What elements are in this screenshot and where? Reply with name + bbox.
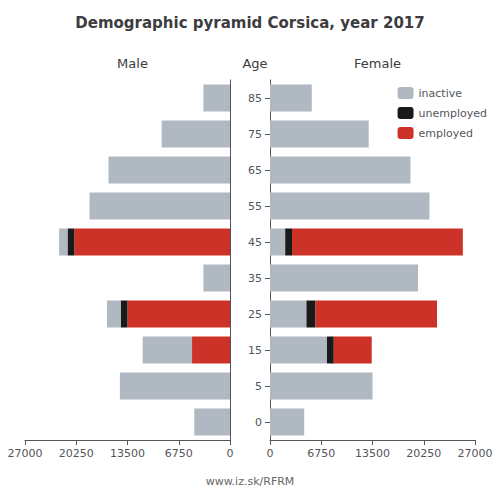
svg-text:6750: 6750	[307, 447, 335, 460]
svg-text:employed: employed	[419, 127, 474, 140]
svg-text:Age: Age	[242, 56, 267, 71]
svg-text:20250: 20250	[59, 447, 94, 460]
svg-text:85: 85	[248, 92, 262, 105]
svg-text:27000: 27000	[8, 447, 43, 460]
svg-text:0: 0	[227, 447, 234, 460]
svg-text:0: 0	[255, 416, 262, 429]
svg-text:Male: Male	[117, 56, 148, 71]
svg-text:27000: 27000	[458, 447, 493, 460]
svg-text:75: 75	[248, 128, 262, 141]
svg-text:15: 15	[248, 344, 262, 357]
svg-text:13500: 13500	[110, 447, 145, 460]
svg-text:35: 35	[248, 272, 262, 285]
svg-text:20250: 20250	[406, 447, 441, 460]
svg-text:Demographic pyramid Corsica, y: Demographic pyramid Corsica, year 2017	[75, 14, 424, 32]
svg-text:45: 45	[248, 236, 262, 249]
svg-text:25: 25	[248, 308, 262, 321]
svg-text:inactive: inactive	[419, 87, 463, 100]
svg-text:5: 5	[255, 380, 262, 393]
svg-text:Female: Female	[354, 56, 401, 71]
svg-text:55: 55	[248, 200, 262, 213]
svg-text:0: 0	[267, 447, 274, 460]
svg-text:6750: 6750	[165, 447, 193, 460]
svg-text:unemployed: unemployed	[419, 107, 487, 120]
svg-text:www.iz.sk/RFRM: www.iz.sk/RFRM	[206, 475, 295, 488]
svg-text:13500: 13500	[355, 447, 390, 460]
svg-text:65: 65	[248, 164, 262, 177]
